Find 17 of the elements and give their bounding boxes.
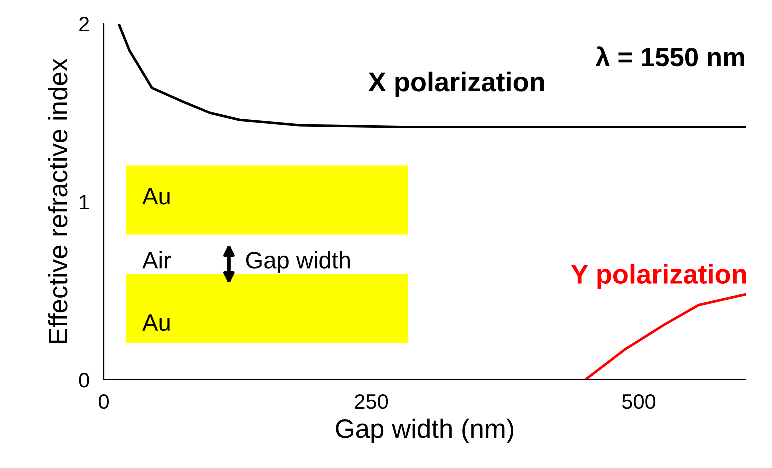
x-axis-title: Gap width (nm)	[336, 418, 514, 444]
x-tick-label: 0	[99, 394, 109, 410]
annotation: λ = 1550 nm	[596, 46, 744, 67]
series-label: X polarization	[368, 72, 544, 98]
annotation: Gap width	[246, 252, 350, 274]
y-tick-label: 0	[79, 373, 90, 388]
line-series	[118, 24, 746, 128]
x-tick-label: 500	[622, 394, 656, 410]
y-axis-title: Effective refractive index	[48, 58, 68, 344]
annotation: Air	[142, 252, 171, 269]
y-tick-label: 2	[80, 17, 90, 32]
x-tick-label: 250	[355, 394, 388, 410]
y-tick-label: 1	[80, 195, 90, 210]
annotation: Au	[142, 188, 170, 205]
annotation: Au	[142, 314, 170, 332]
series-label: Y polarization	[571, 264, 746, 290]
line-series	[584, 293, 746, 380]
